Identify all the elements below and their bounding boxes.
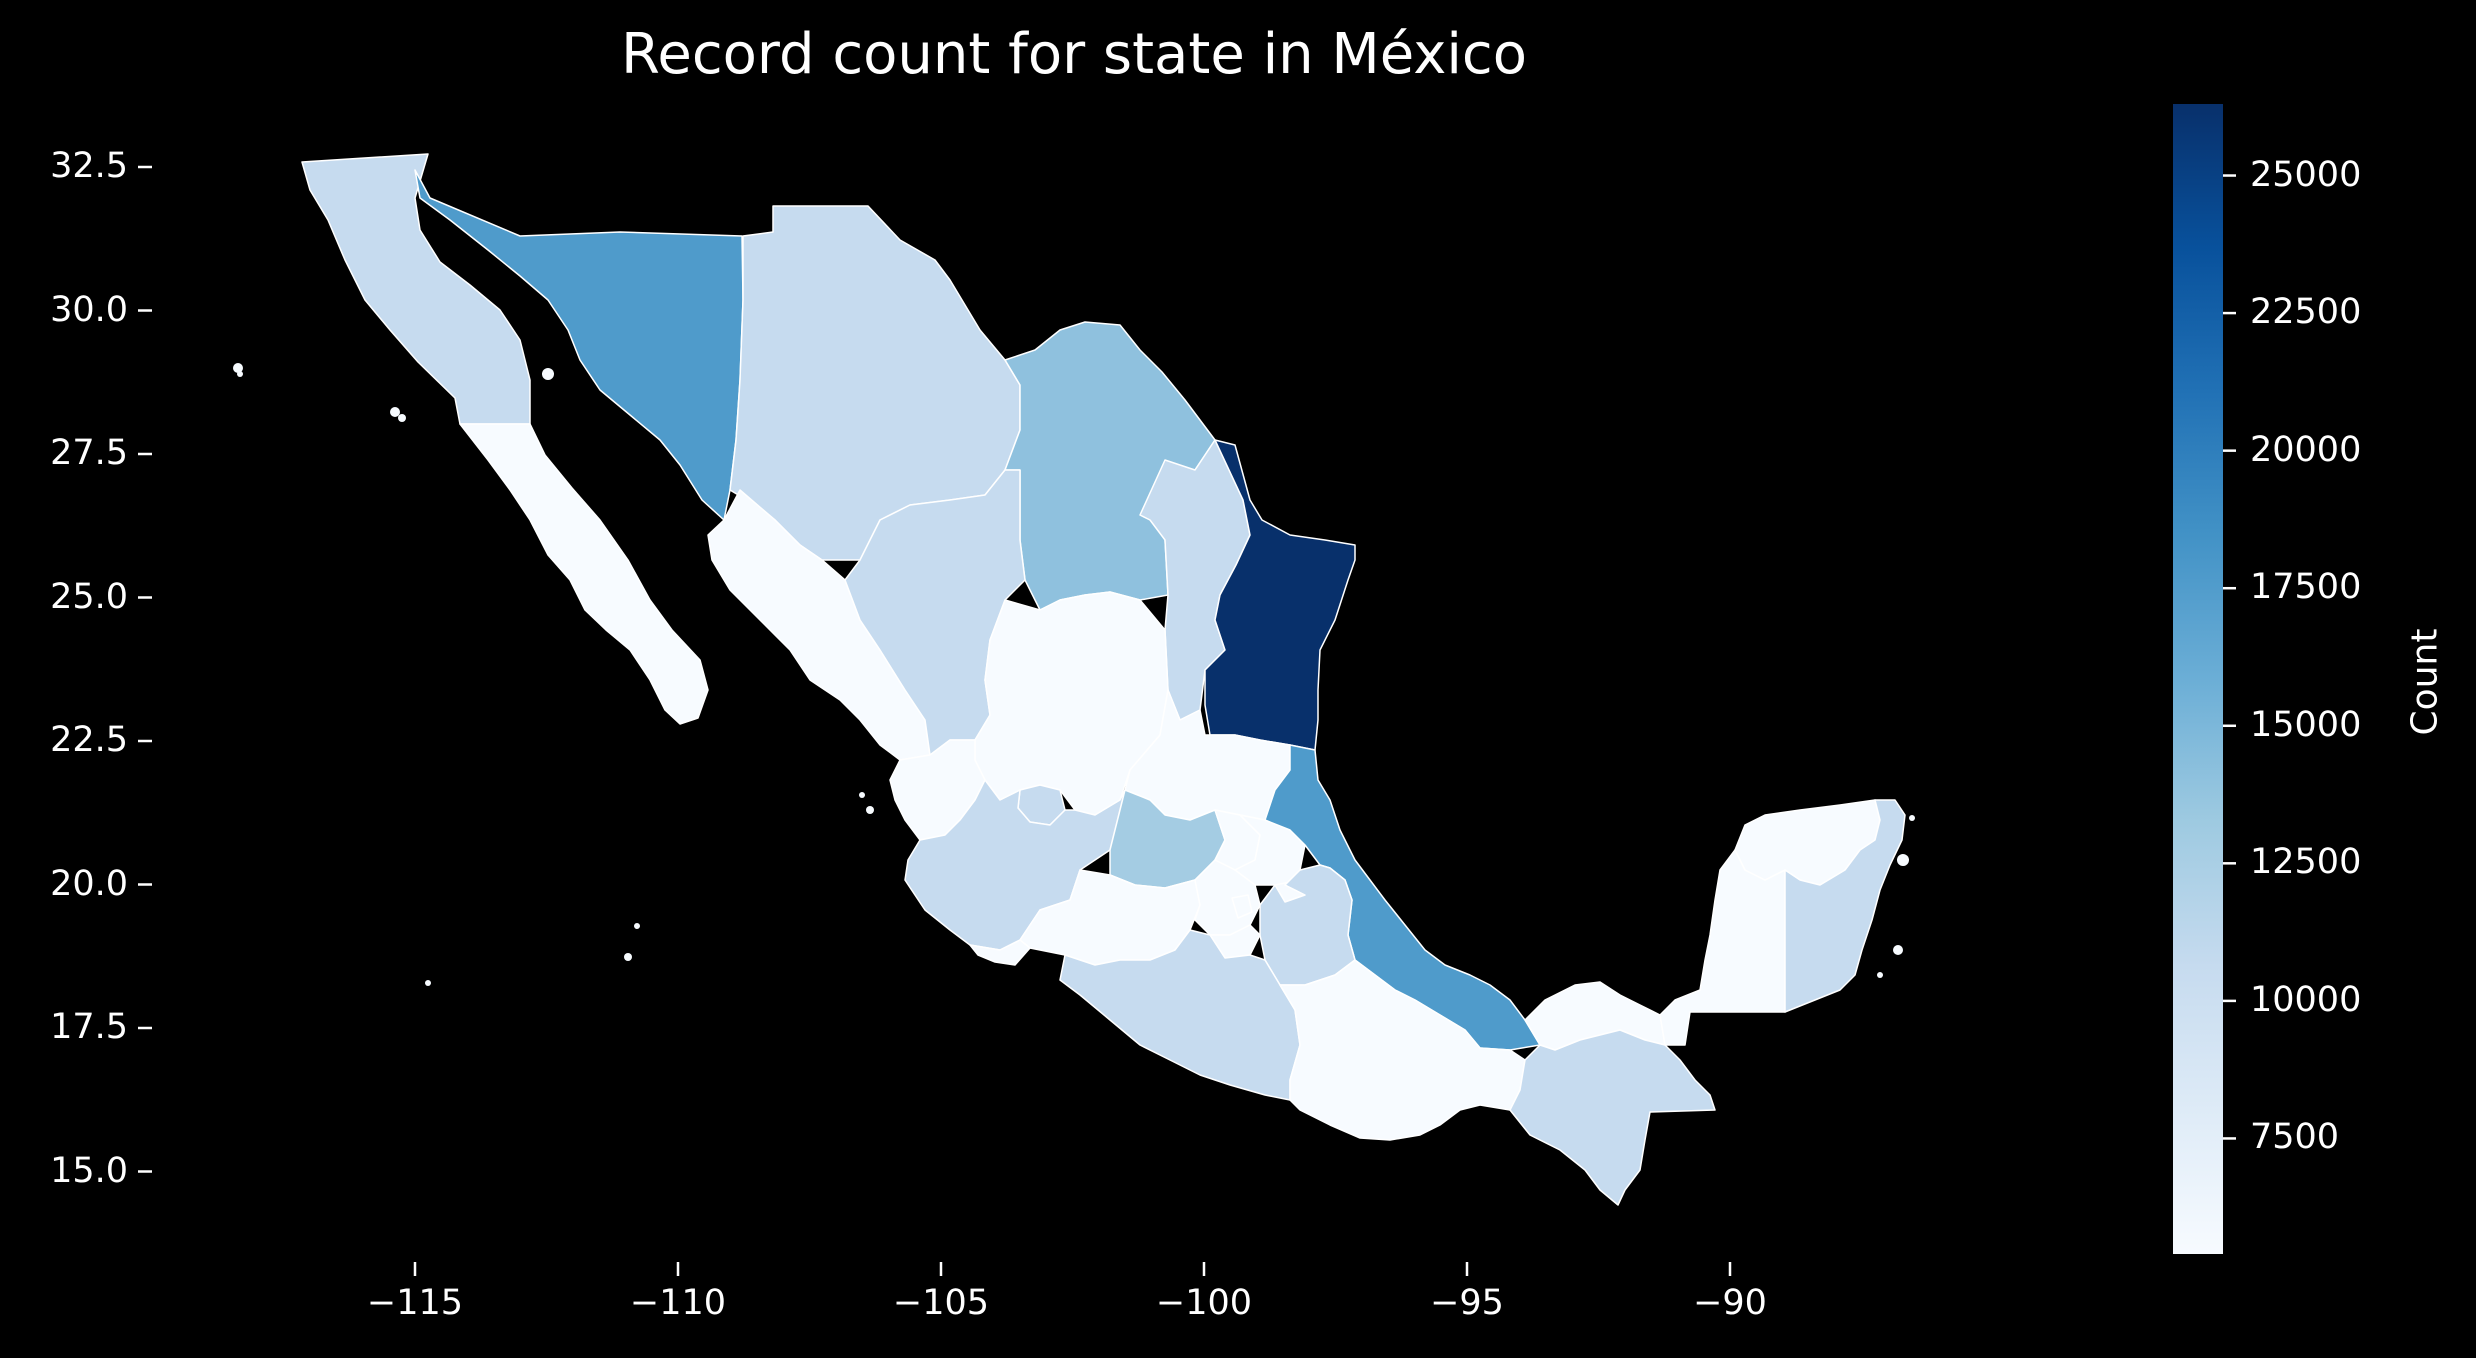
state-region	[414, 169, 744, 521]
colorbar-tick-label: 10000	[2250, 979, 2362, 1020]
y-tick-label: 15.0	[50, 1150, 128, 1191]
colorbar-tick-label: 15000	[2250, 704, 2362, 745]
state-region	[301, 153, 531, 425]
island	[1877, 972, 1883, 978]
chart-title: Record count for state in México	[621, 22, 1527, 87]
island	[634, 923, 640, 929]
y-tick-label: 27.5	[50, 433, 128, 473]
x-tick-label: −90	[1693, 1283, 1767, 1323]
island	[1893, 945, 1903, 955]
island	[1897, 854, 1909, 866]
island	[425, 980, 431, 986]
island	[390, 407, 400, 417]
island	[233, 363, 243, 373]
x-tick-label: −110	[629, 1283, 727, 1323]
y-tick-label: 30.0	[50, 289, 128, 330]
colorbar-tick-label: 20000	[2250, 429, 2362, 470]
colorbar	[2173, 104, 2223, 1254]
island	[237, 371, 243, 377]
y-tick-label: 22.5	[50, 720, 128, 760]
island	[624, 953, 632, 961]
colorbar-label: Count	[2404, 628, 2446, 736]
y-tick-label: 17.5	[50, 1007, 128, 1047]
colorbar-tick-label: 17500	[2250, 567, 2362, 608]
state-region	[904, 779, 1126, 951]
colorbar-tick-label: 7500	[2250, 1117, 2340, 1158]
x-tick-label: −105	[892, 1283, 990, 1323]
x-tick-label: −115	[366, 1283, 464, 1323]
colorbar-tick-label: 25000	[2250, 154, 2362, 195]
state-region	[459, 423, 709, 725]
colorbar-tick-label: 12500	[2250, 842, 2362, 883]
state-region	[1509, 1029, 1716, 1206]
y-tick-label: 25.0	[50, 576, 128, 617]
y-tick-label: 20.0	[50, 863, 128, 904]
x-tick-label: −100	[1155, 1283, 1253, 1323]
island	[866, 806, 874, 814]
colorbar-tick-label: 22500	[2250, 292, 2362, 333]
x-tick-label: −95	[1430, 1283, 1504, 1323]
y-tick-label: 32.5	[50, 146, 128, 186]
island	[398, 414, 406, 422]
island	[542, 368, 554, 380]
state-region	[969, 939, 1031, 966]
state-region	[1231, 894, 1253, 919]
island	[1909, 815, 1915, 821]
island	[859, 792, 865, 798]
state-region	[1784, 799, 1906, 1013]
